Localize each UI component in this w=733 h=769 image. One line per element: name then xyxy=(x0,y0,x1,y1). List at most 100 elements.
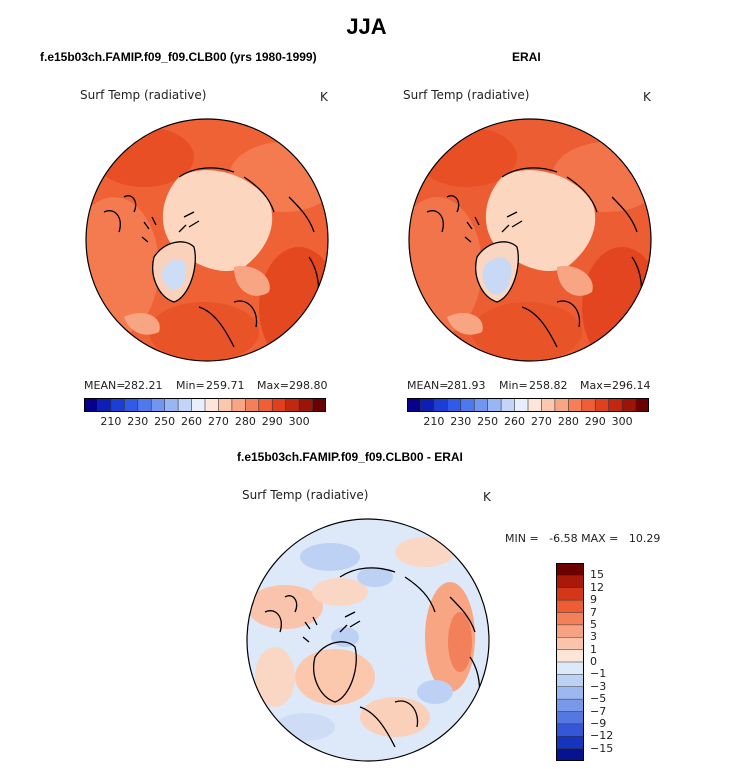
colorbar-swatch xyxy=(272,398,286,412)
colorbar-swatch xyxy=(97,398,112,412)
diff-colorbar-swatch xyxy=(556,637,584,650)
colorbar-tick-label: 210 xyxy=(423,415,445,428)
colorbar-swatch xyxy=(608,398,623,412)
colorbar-tick-label: 250 xyxy=(477,415,499,428)
panel-2-units-label: K xyxy=(643,90,651,104)
diff-colorbar-tick-label: 5 xyxy=(590,617,597,631)
diff-colorbar-tick-label: −5 xyxy=(590,692,607,706)
colorbar-swatch xyxy=(487,398,502,412)
panel-1-title: f.e15b03ch.FAMIP.f09_f09.CLB00 (yrs 1980… xyxy=(40,50,317,64)
diff-colorbar-tick-label: −9 xyxy=(590,716,607,730)
colorbar-swatch xyxy=(231,398,246,412)
panel-2-variable-label: Surf Temp (radiative) xyxy=(403,88,530,102)
panel-3-colorbar-ticks: 15 12 9 7 5 3 1 0 −1 −3 −5 −7 −9 −12 −15 xyxy=(590,563,630,761)
panel-3-polar-map xyxy=(246,518,490,762)
colorbar-swatch xyxy=(84,398,98,412)
diff-colorbar-swatch xyxy=(556,674,584,688)
diff-colorbar-tick-label: −12 xyxy=(590,729,614,743)
colorbar-swatch xyxy=(460,398,475,412)
colorbar-swatch xyxy=(447,398,462,412)
colorbar-swatch xyxy=(218,398,233,412)
colorbar-tick-label: 300 xyxy=(288,415,310,428)
colorbar-tick-label: 210 xyxy=(100,415,122,428)
colorbar-swatch xyxy=(554,398,569,412)
colorbar-swatch xyxy=(258,398,273,412)
panel-1-variable-label: Surf Temp (radiative) xyxy=(80,88,207,102)
panel-1-min-label: Min= xyxy=(176,379,205,392)
colorbar-swatch xyxy=(514,398,529,412)
colorbar-swatch xyxy=(568,398,583,412)
diff-colorbar-tick-label: −1 xyxy=(590,667,607,681)
panel-3-minmax-label: MIN = -6.58 MAX = 10.29 xyxy=(505,532,661,545)
colorbar-swatch xyxy=(420,398,435,412)
colorbar-swatch xyxy=(285,398,300,412)
panel-2-colorbar-ticks: 210 230 250 260 270 280 290 300 xyxy=(407,415,649,429)
diff-colorbar-tick-label: 15 xyxy=(590,568,604,582)
colorbar-swatch xyxy=(178,398,192,412)
diff-colorbar-swatch xyxy=(556,563,584,576)
panel-1-units-label: K xyxy=(320,90,328,104)
colorbar-swatch xyxy=(635,398,649,412)
panel-3-colorbar xyxy=(556,563,584,761)
colorbar-swatch xyxy=(474,398,488,412)
colorbar-swatch xyxy=(299,398,313,412)
colorbar-swatch xyxy=(164,398,179,412)
colorbar-swatch xyxy=(528,398,542,412)
colorbar-swatch xyxy=(110,398,125,412)
panel-1-mean-label: MEAN= xyxy=(84,379,126,392)
panel-2-mean-value: 281.93 xyxy=(447,379,486,392)
panel-2-max-value: 296.14 xyxy=(612,379,651,392)
panel-3-title: f.e15b03ch.FAMIP.f09_f09.CLB00 - ERAI xyxy=(237,450,463,464)
diff-colorbar-swatch xyxy=(556,748,584,761)
colorbar-tick-label: 280 xyxy=(557,415,579,428)
colorbar-tick-label: 260 xyxy=(181,415,203,428)
colorbar-swatch xyxy=(137,398,152,412)
diff-colorbar-swatch xyxy=(556,686,584,700)
colorbar-tick-label: 270 xyxy=(207,415,229,428)
colorbar-tick-label: 230 xyxy=(450,415,472,428)
colorbar-tick-label: 300 xyxy=(611,415,633,428)
colorbar-swatch xyxy=(407,398,421,412)
colorbar-swatch xyxy=(433,398,448,412)
colorbar-tick-label: 270 xyxy=(530,415,552,428)
colorbar-tick-label: 230 xyxy=(127,415,149,428)
panel-2-min-label: Min= xyxy=(499,379,528,392)
panel-1-colorbar xyxy=(84,398,326,412)
diff-colorbar-tick-label: 3 xyxy=(590,630,597,644)
diff-colorbar-swatch xyxy=(556,649,584,663)
diff-colorbar-tick-label: 7 xyxy=(590,605,597,619)
colorbar-swatch xyxy=(245,398,260,412)
diff-colorbar-swatch xyxy=(556,575,584,589)
diff-colorbar-swatch xyxy=(556,587,584,601)
diff-colorbar-tick-label: 9 xyxy=(590,593,597,607)
panel-1-colorbar-ticks: 210 230 250 260 270 280 290 300 xyxy=(84,415,326,429)
colorbar-tick-label: 280 xyxy=(234,415,256,428)
diff-colorbar-swatch xyxy=(556,612,584,626)
panel-2-mean-label: MEAN= xyxy=(407,379,449,392)
panel-3-units-label: K xyxy=(483,490,491,504)
panel-2-title: ERAI xyxy=(512,50,541,64)
colorbar-tick-label: 290 xyxy=(261,415,283,428)
colorbar-swatch xyxy=(191,398,206,412)
diff-colorbar-tick-label: −3 xyxy=(590,679,607,693)
panel-2-min-value: 258.82 xyxy=(529,379,568,392)
diff-colorbar-swatch xyxy=(556,600,584,613)
panel-2-colorbar xyxy=(407,398,649,412)
panel-1-mean-value: 282.21 xyxy=(124,379,163,392)
main-title: JJA xyxy=(346,14,387,39)
colorbar-swatch xyxy=(312,398,326,412)
colorbar-swatch xyxy=(541,398,556,412)
diff-colorbar-tick-label: 12 xyxy=(590,580,604,594)
panel-3-variable-label: Surf Temp (radiative) xyxy=(242,488,369,502)
colorbar-swatch xyxy=(581,398,596,412)
panel-1-max-value: 298.80 xyxy=(289,379,328,392)
colorbar-swatch xyxy=(151,398,165,412)
panel-1-min-value: 259.71 xyxy=(206,379,245,392)
colorbar-swatch xyxy=(622,398,636,412)
colorbar-tick-label: 260 xyxy=(504,415,526,428)
panel-1-max-label: Max= xyxy=(257,379,289,392)
diff-colorbar-tick-label: 1 xyxy=(590,642,597,656)
colorbar-swatch xyxy=(124,398,139,412)
panel-2-max-label: Max= xyxy=(580,379,612,392)
diff-colorbar-swatch xyxy=(556,723,584,737)
